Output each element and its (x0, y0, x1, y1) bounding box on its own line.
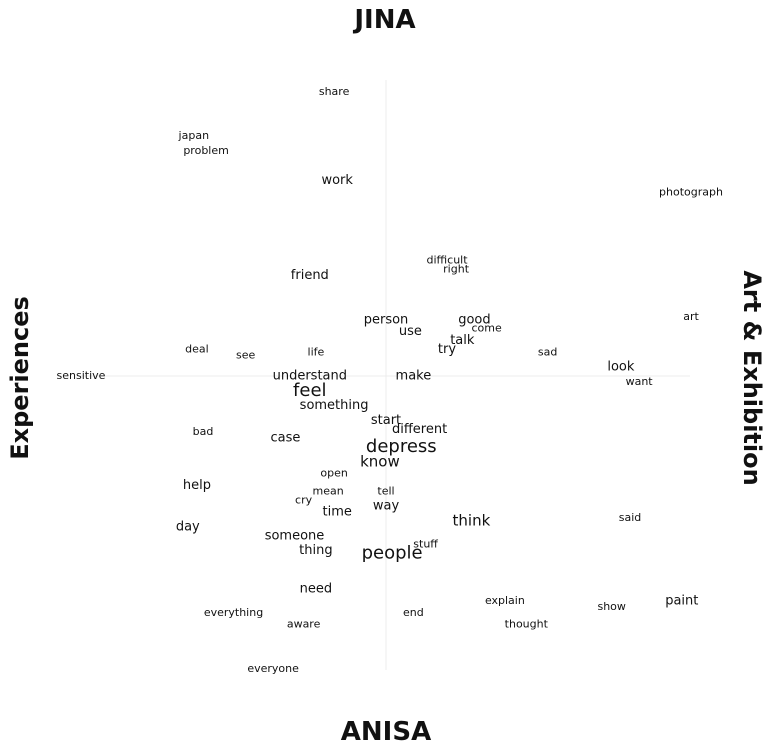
word-label: friend (291, 268, 329, 283)
word-label: time (323, 505, 352, 520)
word-label: show (597, 600, 625, 613)
word-label: everyone (247, 662, 299, 675)
word-label: everything (204, 606, 263, 619)
word-label: problem (183, 144, 229, 157)
word-label: different (392, 422, 447, 437)
word-label: day (176, 520, 200, 535)
word-label: end (403, 606, 424, 619)
word-label: something (300, 398, 369, 413)
word-label: depress (366, 436, 437, 457)
word-label: help (183, 478, 211, 493)
word-label: work (321, 173, 353, 188)
word-label: try (438, 342, 456, 357)
word-label: way (373, 499, 400, 514)
word-label: paint (665, 594, 698, 609)
word-label: stuff (413, 538, 438, 551)
word-label: make (396, 369, 432, 384)
word-label: need (300, 582, 333, 597)
word-label: see (236, 348, 255, 361)
word-label: case (270, 431, 300, 446)
word-label: deal (185, 342, 209, 355)
word-label: person (364, 312, 409, 327)
word-labels: share japan problem work photograph difficult… (57, 85, 723, 675)
word-label: talk (450, 333, 475, 348)
word-label: open (320, 467, 347, 480)
word-label: thing (299, 543, 332, 558)
pole-label-bottom: ANISA (341, 717, 431, 747)
word-label: life (308, 345, 325, 358)
word-label: right (443, 262, 470, 275)
word-label: feel (293, 380, 327, 401)
word-label: tell (377, 484, 394, 497)
word-label: people (362, 543, 423, 564)
word-label: someone (265, 528, 325, 543)
word-label: japan (178, 129, 210, 142)
pole-label-right: Art & Exhibition (738, 270, 766, 485)
word-label: good (458, 312, 490, 327)
word-label: art (683, 310, 699, 323)
word-label: start (371, 413, 401, 428)
word-label: aware (287, 618, 321, 631)
word-label: understand (273, 369, 347, 384)
pole-label-left: Experiences (6, 296, 34, 460)
word-label: know (360, 452, 400, 470)
word-label: share (319, 85, 350, 98)
word-label: come (471, 322, 501, 335)
word-label: look (607, 360, 635, 375)
word-label: photograph (659, 186, 723, 199)
word-label: sensitive (57, 369, 106, 382)
pole-label-top: JINA (352, 5, 415, 35)
word-label: sad (538, 345, 557, 358)
word-label: use (399, 324, 422, 339)
word-label: explain (485, 594, 525, 607)
word-label: thought (505, 618, 549, 631)
word-label: think (453, 512, 491, 530)
word-label: mean (312, 484, 343, 497)
word-label: cry (295, 493, 313, 506)
word-label: bad (193, 425, 214, 438)
word-label: said (619, 511, 642, 524)
word-label: want (626, 375, 654, 388)
word-label: difficult (426, 254, 468, 267)
